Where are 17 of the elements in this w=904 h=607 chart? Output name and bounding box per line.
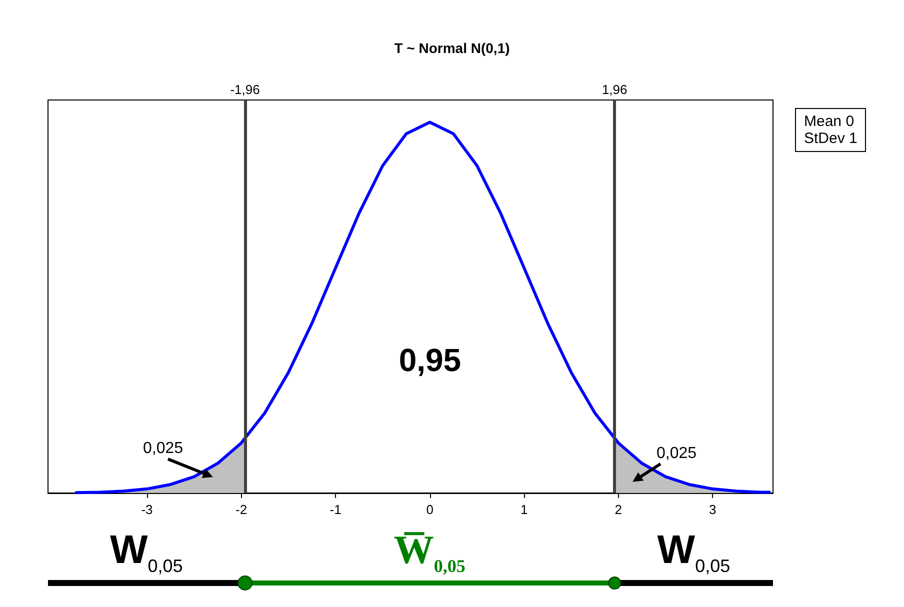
x-tick-label: 0 <box>426 502 434 517</box>
x-tick-label: -2 <box>235 502 248 517</box>
x-tick-label: 1 <box>520 502 528 517</box>
annotation: 0,95 <box>398 342 462 378</box>
text: W$_{0,05}$ <box>110 528 183 576</box>
x-tick-label: 3 <box>709 502 716 517</box>
info-box: Mean 0 StDev 1 <box>795 108 866 152</box>
x-tick-label: -1 <box>330 502 342 517</box>
text: W$_{0,05}$ <box>657 528 730 576</box>
chart-title: T ~ Normal N(0,1) <box>394 40 510 56</box>
annotation: 0,025 <box>142 440 184 458</box>
annotation: 0,025 <box>656 444 697 462</box>
ref-line-label: -1,96 <box>230 82 260 97</box>
ref-line-label: 1,96 <box>602 82 628 97</box>
x-tick-label: -3 <box>141 502 153 517</box>
text: W̅$_{0,05}$ <box>394 527 466 576</box>
x-tick-label: 2 <box>614 502 622 517</box>
